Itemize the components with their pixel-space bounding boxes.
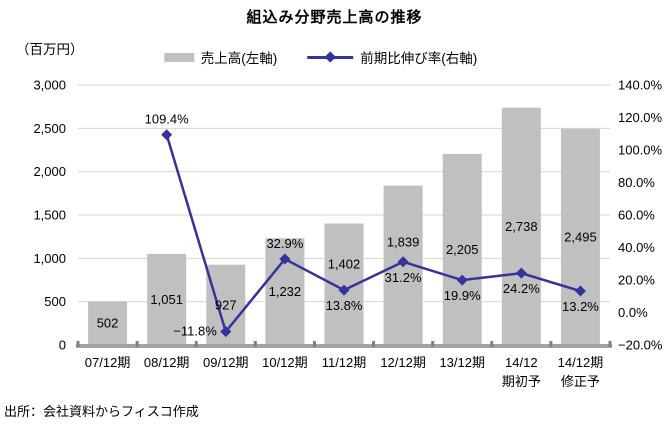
bar: [147, 253, 187, 345]
bar: [442, 153, 482, 345]
x-axis-tick: [194, 341, 198, 347]
right-axis-tick-label: 60.0%: [618, 208, 655, 223]
line-swatch-icon: [307, 51, 354, 63]
line-value-label: 24.2%: [503, 281, 540, 296]
bar-value-label: 1,051: [150, 292, 183, 307]
x-axis-category-label: 12/12期: [380, 355, 426, 370]
diamond-marker: [397, 256, 409, 268]
left-axis-tick-label: 1,000: [33, 251, 66, 266]
legend-item-growth: 前期比伸び率(右軸): [307, 47, 477, 67]
x-axis-tick: [431, 341, 435, 347]
bar-value-label: 1,402: [328, 257, 361, 272]
right-axis-tick-label: 100.0%: [618, 143, 663, 158]
bar-value-label: 502: [97, 316, 119, 331]
x-axis-tick: [135, 341, 139, 347]
line-value-label: 31.2%: [385, 270, 422, 285]
diamond-marker: [161, 129, 173, 141]
x-axis-category-label: 13/12期: [439, 355, 485, 370]
x-axis-tick: [312, 341, 316, 347]
left-axis-tick-label: 2,000: [33, 164, 66, 179]
left-axis-tick-label: 1,500: [33, 208, 66, 223]
right-axis-tick-label: 20.0%: [618, 273, 655, 288]
right-axis-tick-label: −20.0%: [618, 338, 663, 353]
x-axis-line: [76, 344, 612, 348]
line-value-label: 109.4%: [145, 112, 190, 127]
bar-value-label: 1,232: [269, 284, 302, 299]
x-axis-tick: [372, 341, 376, 347]
left-axis-tick-label: 2,500: [33, 121, 66, 136]
diamond-marker: [456, 274, 468, 286]
bar: [501, 107, 541, 345]
line-value-label: −11.8%: [173, 324, 217, 339]
right-axis-tick-label: 80.0%: [618, 175, 655, 190]
legend-label-sales: 売上高(左軸): [200, 51, 278, 66]
bar-value-label: 927: [215, 297, 237, 312]
line-value-label: 13.2%: [562, 299, 599, 314]
bar-value-label: 2,205: [446, 242, 479, 257]
legend-item-sales: 売上高(左軸): [163, 47, 278, 67]
left-axis-unit-label: （百万円）: [16, 42, 84, 57]
x-axis-category-label: 10/12期: [262, 355, 308, 370]
line-value-label: 13.8%: [326, 298, 363, 313]
x-axis-tick: [76, 341, 80, 347]
bar-value-label: 2,495: [564, 229, 597, 244]
x-axis-tick: [490, 341, 494, 347]
x-axis-tick: [253, 341, 257, 347]
bar-value-label: 2,738: [505, 219, 538, 234]
x-axis-category-label: 07/12期: [85, 355, 131, 370]
legend: 売上高(左軸) 前期比伸び率(右軸): [163, 47, 477, 67]
right-axis-tick-label: 0.0%: [618, 305, 648, 320]
bar: [88, 301, 128, 345]
x-axis-category-label: 09/12期: [203, 355, 249, 370]
right-axis-tick-label: 40.0%: [618, 240, 655, 255]
line-value-label: 19.9%: [444, 288, 481, 303]
right-axis-tick-label: 120.0%: [618, 110, 663, 125]
x-axis-category-label: 14/12期修正予: [558, 355, 604, 389]
x-axis-category-label: 11/12期: [322, 355, 367, 370]
x-axis-tick: [608, 341, 612, 347]
diamond-marker: [515, 267, 527, 279]
diamond-marker: [279, 253, 291, 265]
bar-value-label: 1,839: [387, 234, 420, 249]
chart-title: 組込み分野売上高の推移: [246, 9, 423, 26]
x-axis-tick: [549, 341, 553, 347]
diamond-marker: [220, 326, 232, 338]
left-axis-tick-label: 0: [59, 338, 66, 353]
left-axis-tick-label: 500: [44, 294, 66, 309]
source-note: 出所：会社資料からフィスコ作成: [4, 404, 199, 419]
growth-line: [165, 134, 581, 335]
diamond-marker: [338, 284, 350, 296]
x-axis-category-label: 14/12 期初予: [502, 355, 541, 389]
right-axis-tick-label: 140.0%: [618, 78, 663, 93]
legend-label-growth: 前期比伸び率(右軸): [360, 51, 478, 66]
bar: [560, 128, 600, 345]
diamond-marker: [574, 285, 586, 297]
line-value-label: 32.9%: [266, 236, 303, 251]
bar-swatch-icon: [163, 52, 194, 62]
x-axis-category-label: 08/12期: [144, 355, 190, 370]
left-axis-tick-label: 3,000: [33, 78, 66, 93]
